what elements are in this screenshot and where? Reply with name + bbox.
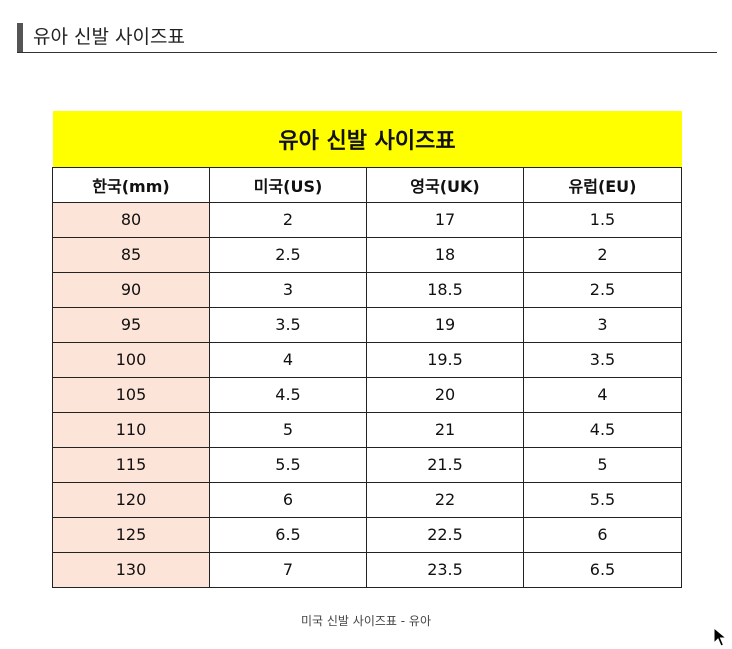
cell-eu: 4.5 bbox=[523, 411, 682, 448]
cell-eu: 4 bbox=[523, 376, 682, 413]
cell-eu: 1.5 bbox=[523, 201, 682, 238]
cell-uk: 22 bbox=[366, 481, 524, 518]
cell-uk: 21.5 bbox=[366, 446, 524, 483]
cell-korea: 110 bbox=[52, 411, 210, 448]
cell-uk: 21 bbox=[366, 411, 524, 448]
section-heading: 유아 신발 사이즈표 bbox=[17, 20, 717, 53]
cell-uk: 22.5 bbox=[366, 516, 524, 553]
cell-us: 5 bbox=[209, 411, 367, 448]
cell-korea: 120 bbox=[52, 481, 210, 518]
cell-uk: 17 bbox=[366, 201, 524, 238]
cell-uk: 23.5 bbox=[366, 551, 524, 588]
table-row: 130 7 23.5 6.5 bbox=[52, 551, 682, 588]
cell-us: 3 bbox=[209, 271, 367, 308]
table-row: 115 5.5 21.5 5 bbox=[52, 446, 682, 483]
cell-korea: 100 bbox=[52, 341, 210, 378]
table-row: 105 4.5 20 4 bbox=[52, 376, 682, 413]
cell-korea: 115 bbox=[52, 446, 210, 483]
cell-us: 2 bbox=[209, 201, 367, 238]
table-row: 120 6 22 5.5 bbox=[52, 481, 682, 518]
cell-korea: 125 bbox=[52, 516, 210, 553]
column-header-us: 미국(US) bbox=[209, 166, 367, 203]
cell-us: 6.5 bbox=[209, 516, 367, 553]
cell-korea: 90 bbox=[52, 271, 210, 308]
cell-eu: 3.5 bbox=[523, 341, 682, 378]
cell-us: 2.5 bbox=[209, 236, 367, 273]
table-row: 80 2 17 1.5 bbox=[52, 201, 682, 238]
section-title: 유아 신발 사이즈표 bbox=[33, 26, 185, 48]
table-header-row: 한국(mm) 미국(US) 영국(UK) 유럽(EU) bbox=[52, 166, 682, 203]
cell-us: 4 bbox=[209, 341, 367, 378]
table-row: 85 2.5 18 2 bbox=[52, 236, 682, 273]
cell-eu: 5 bbox=[523, 446, 682, 483]
column-header-uk: 영국(UK) bbox=[366, 166, 524, 203]
cell-eu: 5.5 bbox=[523, 481, 682, 518]
cell-eu: 2.5 bbox=[523, 271, 682, 308]
shoe-size-table: 유아 신발 사이즈표 한국(mm) 미국(US) 영국(UK) 유럽(EU) 8… bbox=[52, 111, 682, 588]
cell-uk: 19 bbox=[366, 306, 524, 343]
cell-uk: 19.5 bbox=[366, 341, 524, 378]
cell-us: 7 bbox=[209, 551, 367, 588]
cell-us: 5.5 bbox=[209, 446, 367, 483]
cell-us: 4.5 bbox=[209, 376, 367, 413]
cell-eu: 2 bbox=[523, 236, 682, 273]
cell-uk: 18.5 bbox=[366, 271, 524, 308]
cell-uk: 18 bbox=[366, 236, 524, 273]
cell-us: 6 bbox=[209, 481, 367, 518]
table-row: 90 3 18.5 2.5 bbox=[52, 271, 682, 308]
mouse-pointer-icon bbox=[713, 627, 727, 647]
cell-eu: 6.5 bbox=[523, 551, 682, 588]
table-caption-row: 유아 신발 사이즈표 bbox=[52, 111, 682, 168]
cell-korea: 85 bbox=[52, 236, 210, 273]
column-header-eu: 유럽(EU) bbox=[523, 166, 682, 203]
cell-korea: 130 bbox=[52, 551, 210, 588]
table-row: 95 3.5 19 3 bbox=[52, 306, 682, 343]
cell-us: 3.5 bbox=[209, 306, 367, 343]
table-row: 100 4 19.5 3.5 bbox=[52, 341, 682, 378]
table-row: 110 5 21 4.5 bbox=[52, 411, 682, 448]
column-header-korea: 한국(mm) bbox=[52, 166, 210, 203]
heading-accent-bar bbox=[17, 23, 23, 52]
cell-eu: 3 bbox=[523, 306, 682, 343]
cell-korea: 80 bbox=[52, 201, 210, 238]
table-row: 125 6.5 22.5 6 bbox=[52, 516, 682, 553]
cell-eu: 6 bbox=[523, 516, 682, 553]
cell-uk: 20 bbox=[366, 376, 524, 413]
cell-korea: 95 bbox=[52, 306, 210, 343]
footer-caption: 미국 신발 사이즈표 - 유아 bbox=[301, 614, 431, 628]
table-caption: 유아 신발 사이즈표 bbox=[52, 111, 682, 168]
cell-korea: 105 bbox=[52, 376, 210, 413]
